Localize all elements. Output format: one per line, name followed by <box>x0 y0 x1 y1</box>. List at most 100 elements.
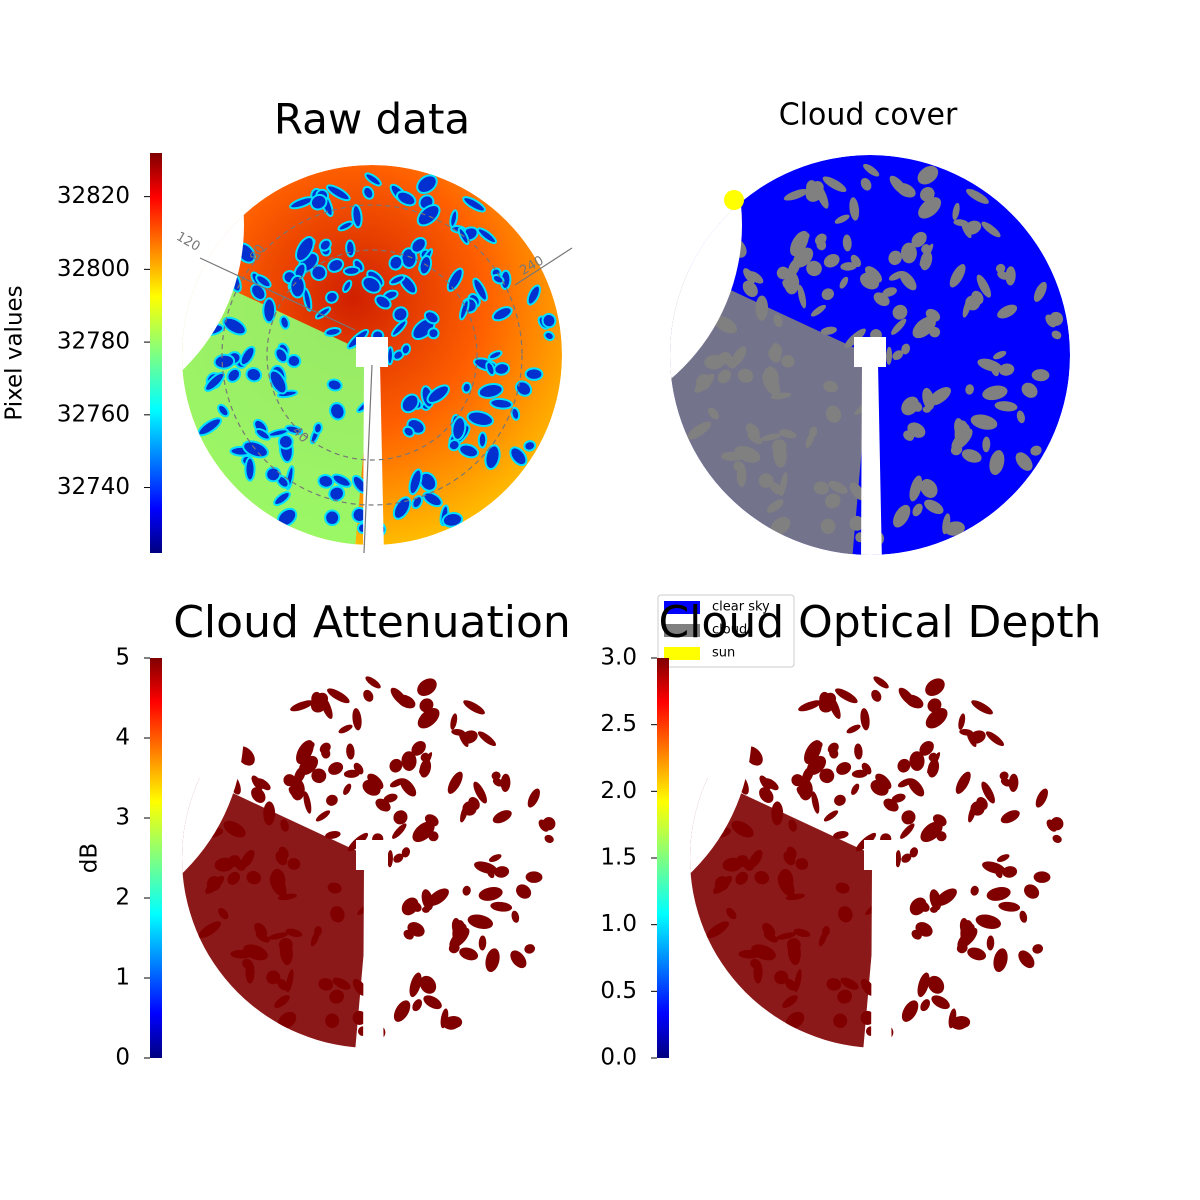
cloud-blob <box>770 516 791 536</box>
cloud-blob <box>243 944 268 961</box>
cloud-blob <box>925 308 941 322</box>
mast-mask <box>363 866 384 1048</box>
cloud-blob <box>240 849 255 869</box>
cloud-blob <box>1019 910 1028 923</box>
cloud-blob <box>893 504 911 528</box>
cloud-blob <box>251 787 266 803</box>
tick-label: 32760 <box>57 401 130 427</box>
cloud-blob <box>981 221 1001 238</box>
cloud-blob <box>423 310 440 325</box>
cloud-blob <box>362 185 375 200</box>
cloud-blob <box>713 315 738 334</box>
cloud-blob <box>955 771 971 794</box>
cloud-blob <box>909 847 919 858</box>
cloud-blob <box>835 882 850 894</box>
cloud-blob <box>820 326 837 335</box>
cloud-blob <box>400 393 420 414</box>
cloud-blob <box>491 306 513 322</box>
cloud-blob <box>1000 810 1020 824</box>
cloud-blob <box>411 740 426 756</box>
cloud-blob <box>263 801 276 826</box>
cloud-blob <box>269 873 287 897</box>
cloud-blob <box>836 762 852 775</box>
cloud-blob <box>313 422 323 435</box>
cloud-blob <box>317 474 335 489</box>
cloud-blob <box>290 778 305 801</box>
cloud-blob <box>1015 452 1033 471</box>
cloud-blob <box>897 758 911 773</box>
cloud-blob <box>399 778 417 797</box>
cloud-blob <box>758 473 774 488</box>
cloud-blob <box>389 778 405 788</box>
cloud-blob <box>352 708 362 731</box>
cloud-blob <box>771 801 784 826</box>
cloud-blob <box>325 1013 340 1028</box>
cloud-blob <box>798 778 813 801</box>
cloud-blob <box>477 731 497 747</box>
cloud-blob <box>903 430 915 441</box>
cloud-blob <box>994 401 1018 412</box>
cloud-blob <box>985 731 1005 747</box>
cloud-blob <box>330 906 345 923</box>
cloud-blob <box>424 814 439 827</box>
cloud-blob <box>901 343 911 355</box>
cloud-blob <box>289 274 306 299</box>
cloud-blob <box>860 177 872 191</box>
cloud-blob <box>962 296 972 318</box>
cloud-blob <box>982 385 1008 401</box>
cloud-blob <box>285 928 303 938</box>
cloud-blob <box>826 978 842 991</box>
cloud-blob <box>329 989 345 1004</box>
cloud-blob <box>726 907 737 920</box>
cloud-blob <box>888 250 902 266</box>
cloud-blob <box>694 373 715 393</box>
cloud-blob <box>543 330 555 341</box>
cloud-blob <box>325 831 341 839</box>
cloud-blob <box>516 884 532 899</box>
sky-image <box>690 668 1070 1048</box>
cloud-blob <box>205 875 225 894</box>
cloud-blob <box>760 433 782 441</box>
cloud-blob <box>927 975 945 994</box>
cloud-blob <box>526 284 541 306</box>
cloud-blob <box>256 778 271 791</box>
cloud-blob <box>950 444 963 456</box>
cloud-blob <box>327 258 345 273</box>
cloud-blob <box>461 381 472 394</box>
cloud-blob <box>774 970 789 985</box>
cloud-blob <box>462 885 471 896</box>
cloud-blob <box>905 694 924 709</box>
cloud-blob <box>375 798 391 812</box>
cloud-blob <box>925 708 948 729</box>
cloud-blob <box>892 304 908 320</box>
cloud-blob <box>932 814 947 827</box>
cloud-blob <box>982 436 991 453</box>
cloud-blob <box>793 928 811 938</box>
cloud-blob <box>342 265 361 276</box>
cloud-blob <box>290 700 314 712</box>
cloud-blob <box>815 233 827 246</box>
cloud-blob <box>993 948 1008 973</box>
cloud-blob <box>919 740 934 756</box>
colorbar-label: dB <box>77 843 103 873</box>
cloud-blob <box>788 819 797 832</box>
cloud-blob <box>352 978 367 996</box>
cloud-blob <box>1016 410 1025 424</box>
cloud-blob <box>997 304 1018 319</box>
cloud-blob <box>998 363 1015 376</box>
cloud-blob <box>961 221 972 239</box>
cloud-blob <box>805 186 823 202</box>
tick-label: 2 <box>115 885 130 911</box>
cloud-blob <box>318 978 334 991</box>
cloud-blob <box>218 907 229 920</box>
cloud-blob <box>343 769 360 778</box>
cloud-blob <box>897 778 913 788</box>
cloud-blob <box>488 854 502 863</box>
cloud-blob <box>397 694 416 709</box>
cloud-blob <box>882 287 897 297</box>
cloud-blob <box>477 431 488 449</box>
cloud-blob <box>364 172 382 187</box>
cloud-blob <box>911 231 927 248</box>
cloud-blob <box>446 267 464 292</box>
polar-label: 80 <box>247 242 268 264</box>
